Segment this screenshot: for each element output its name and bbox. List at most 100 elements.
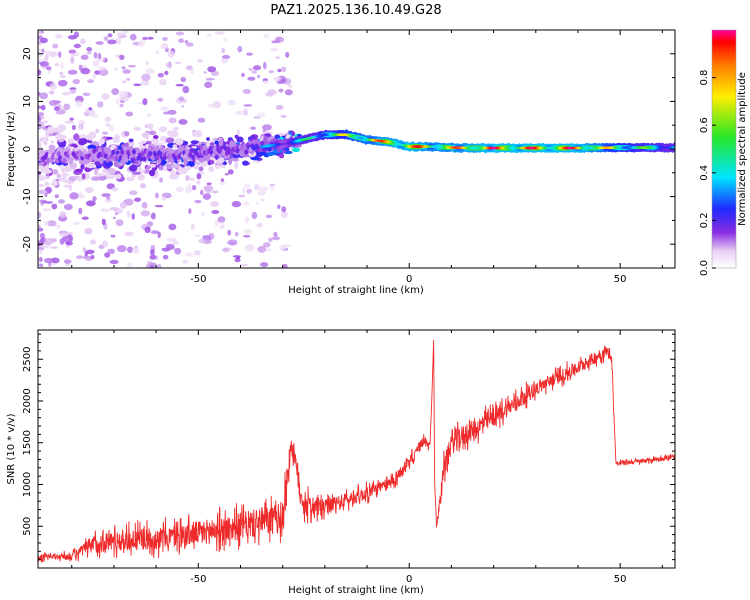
spectrogram-cell (126, 210, 131, 218)
spectrogram-cell (123, 199, 129, 203)
spectrogram-cell (55, 158, 60, 164)
spectrogram-cell (263, 242, 271, 248)
spectrogram-cell (149, 265, 155, 268)
spectrogram-cell (281, 206, 287, 213)
spectrogram-cell (140, 183, 146, 189)
spectrogram-cell (121, 144, 126, 148)
spectrogram-cell (188, 182, 192, 190)
spectrogram-cell (190, 68, 195, 75)
spectrogram-cell (234, 162, 239, 170)
spectrogram-cell (264, 154, 269, 158)
spectrogram-cell (134, 197, 142, 202)
spectrogram-cell (70, 56, 75, 64)
spectrogram-cell (137, 174, 145, 181)
spectrogram-cell (120, 149, 125, 155)
spectrogram-cell (107, 39, 117, 45)
spectrogram-cell (150, 138, 160, 143)
spectrogram-cell (85, 200, 96, 207)
spectrogram-cell (38, 141, 42, 149)
spectrogram-cell (59, 75, 66, 78)
spectrogram-cell (127, 64, 136, 68)
spectrogram-cell (256, 222, 263, 228)
spectrogram-cell (276, 80, 286, 84)
spectrogram-cell (218, 138, 224, 148)
spectrogram-cell (115, 37, 122, 45)
spectrogram-cell (82, 92, 91, 97)
spectrogram-cell (227, 229, 232, 236)
spectrogram-cell (94, 70, 101, 75)
spectrogram-cell (214, 31, 225, 35)
spectrogram-cell (185, 175, 190, 181)
spectrogram-cell (38, 58, 43, 63)
spectrogram-cell (220, 178, 225, 183)
spectrogram-cell (125, 111, 134, 117)
spectrogram-cell (146, 165, 151, 170)
spectrogram-cell (114, 156, 119, 162)
spectrogram-cell (38, 256, 43, 262)
spectrogram-cell (78, 119, 85, 126)
spectrogram-cell (227, 101, 237, 106)
spectrogram-cell (148, 130, 157, 135)
spectrogram-cell (63, 184, 71, 188)
spectrogram-cell (46, 157, 51, 164)
spectrogram-cell (131, 213, 135, 220)
spectrogram-cell (57, 124, 67, 132)
spectrogram-cell (38, 224, 41, 228)
spectrogram-cell (166, 130, 176, 137)
spectrogram-x-label: Height of straight line (km) (288, 285, 424, 296)
spectrogram-cell (117, 145, 122, 150)
spectrogram-cell (56, 151, 61, 157)
spectrogram-cell (159, 78, 167, 86)
snr-y-ticks: 500 1000 1500 2000 2500 (22, 333, 675, 561)
spectrogram-cell (104, 199, 113, 203)
spectrogram-cell (90, 114, 100, 118)
spectrogram-cell (95, 41, 104, 45)
spectrogram-cell (119, 103, 124, 108)
y-tick-label: 2500 (22, 347, 33, 372)
spectrogram-cell (243, 183, 251, 189)
figure-title: PAZ1.2025.136.10.49.G28 (270, 3, 441, 18)
spectrogram-cell (38, 250, 43, 255)
spectrogram-cell (58, 51, 62, 58)
spectrogram-cell (137, 166, 142, 171)
spectrogram-cell (38, 183, 45, 188)
spectrogram-cell (221, 54, 231, 60)
spectrogram-cell (188, 152, 193, 158)
spectrogram-cell (198, 238, 206, 244)
spectrogram-cell (182, 85, 190, 94)
spectrogram-cell (52, 43, 59, 49)
spectrogram-cell (38, 69, 42, 76)
spectrogram-cell (260, 140, 265, 146)
colorbar-scale (712, 30, 736, 268)
colorbar: 0.0 0.2 0.4 0.6 0.8 Normalized spectral ampl… (699, 29, 748, 276)
spectrogram-cell (97, 52, 102, 60)
spectrogram-cell (280, 66, 287, 73)
x-tick-label: -50 (190, 274, 206, 285)
spectrogram-cell (172, 126, 179, 131)
spectrogram-cell (73, 43, 82, 49)
spectrogram-cell (102, 240, 108, 248)
spectrogram-cell (228, 158, 233, 165)
spectrogram-cell (45, 201, 53, 204)
spectrogram-cell (279, 153, 285, 159)
spectrogram-cell (242, 235, 251, 238)
spectrogram-cell (87, 109, 96, 116)
spectrogram-cell (102, 168, 108, 174)
spectrogram-cell (40, 37, 48, 44)
spectrogram-cell (63, 177, 67, 183)
spectrogram-cell (155, 154, 160, 161)
spectrogram-cell (98, 175, 107, 181)
spectrogram-cell (181, 104, 185, 108)
spectrogram-cell (101, 93, 110, 101)
spectrogram-cell (153, 135, 159, 139)
spectrogram-cell (116, 32, 126, 37)
spectrogram-cell (224, 172, 229, 176)
spectrogram-cell (237, 45, 243, 53)
spectrogram-cell (38, 48, 42, 52)
spectrogram-cell (170, 171, 177, 176)
y-tick-label: 500 (22, 517, 33, 536)
spectrogram-cell (172, 144, 178, 149)
spectrogram-cell (38, 112, 44, 117)
spectrogram-cell (54, 194, 59, 199)
spectrogram-cell (265, 214, 273, 219)
